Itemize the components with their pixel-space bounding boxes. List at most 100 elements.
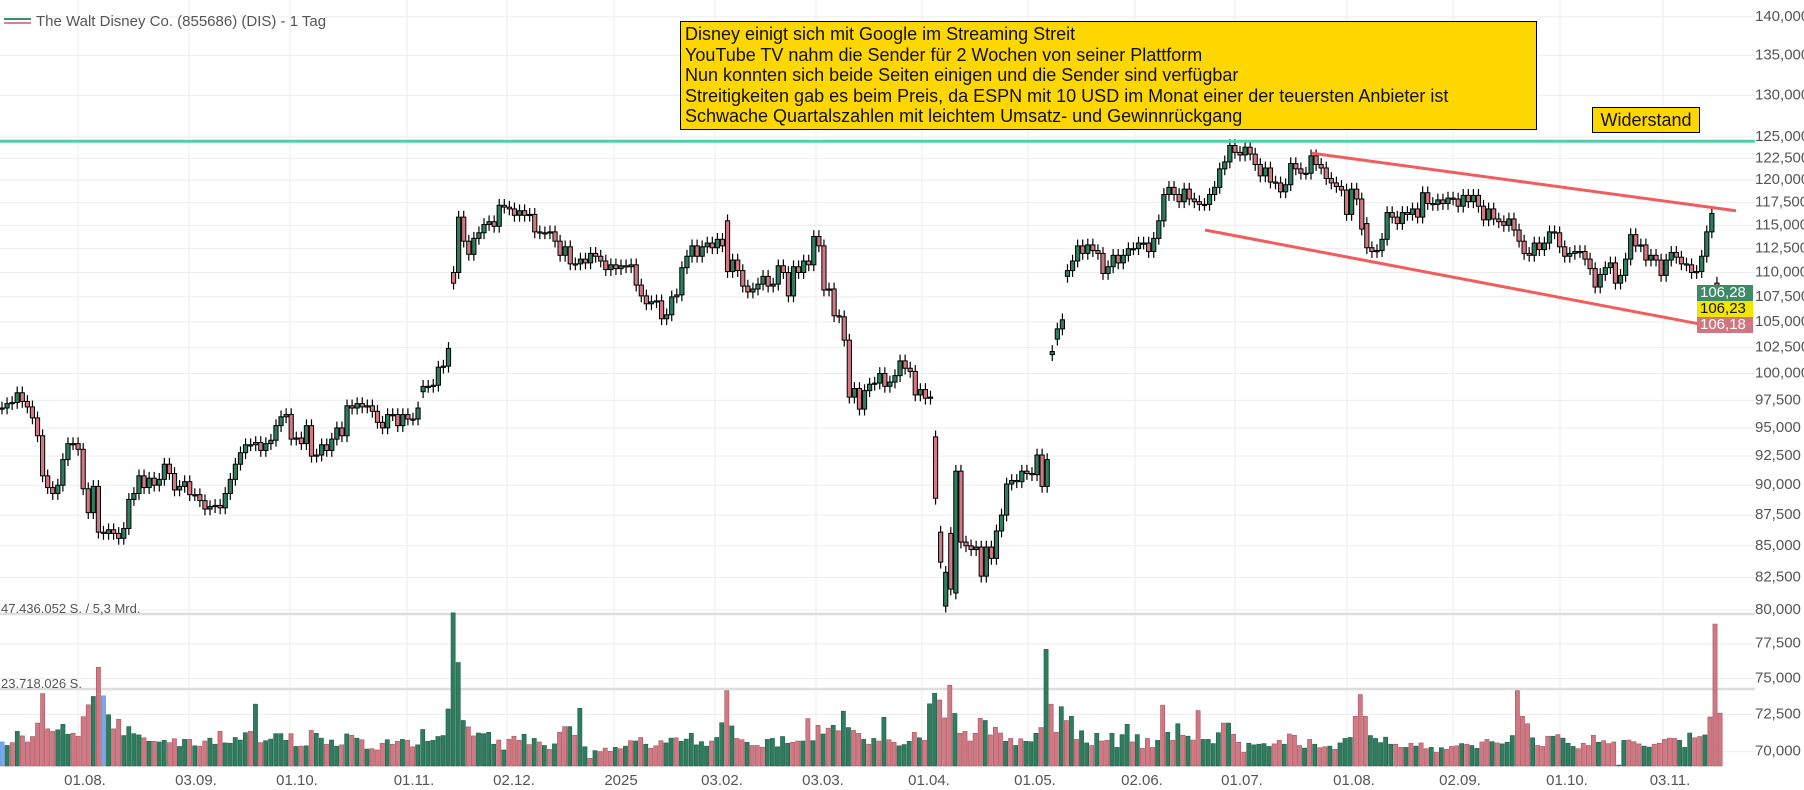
candle-body [65,443,71,461]
candle [1288,157,1294,192]
candle-body [719,238,726,247]
candle [486,215,492,231]
candle-body [268,439,274,445]
candle-body [1130,248,1137,251]
volume-bar [1297,745,1302,767]
candle [141,469,147,494]
volume-bar [324,743,329,767]
volume-bar [1119,734,1125,767]
candle-body [1480,205,1487,221]
candle-body [1212,186,1218,195]
volume-bar [1205,739,1211,767]
candle [785,266,792,303]
candle-body [1064,270,1071,277]
candle-body [100,531,107,534]
volume-bar [217,731,223,767]
volume-bar [901,744,907,767]
candle-body [1328,178,1334,184]
candle-body [968,545,974,551]
volume-bar [906,741,912,767]
candle [1135,236,1142,256]
resistance-annotation[interactable]: Widerstand [1592,107,1700,133]
price-label-last: 106,23 [1697,301,1753,317]
upper-trend-line[interactable] [1311,151,1737,213]
candle-body [1653,254,1659,261]
candle [943,565,949,613]
date-axis[interactable]: 01.08. 03.09. 01.10. 01.11. 02.12. 2025 03.02.… [64,772,1690,789]
candle-body [953,470,959,594]
candle-body [811,236,817,266]
candle-body [932,436,939,499]
volume-bar [30,736,35,767]
price-tick-label: 77,500 [1755,635,1801,652]
candle [598,249,604,268]
candle [161,457,167,486]
candle [1212,181,1218,201]
candle [425,379,431,393]
candle [319,438,325,462]
drawn-lines[interactable] [0,139,1755,333]
candle [349,399,355,415]
price-tick-label: 105,000 [1755,313,1804,330]
volume-bar [1682,747,1688,767]
candle [1293,157,1299,176]
volume-bars [0,612,1723,767]
volume-bar [1398,747,1404,767]
candle [410,412,416,426]
volume-bar [349,734,355,767]
candle [1622,252,1629,282]
volume-bar [344,733,350,767]
price-axis[interactable]: 140,000 135,000 130,000 125,000 122,500 120,0… [1755,8,1804,760]
candle [1546,225,1553,250]
news-line: Nun konnten sich beide Seiten einigen un… [685,65,1239,86]
news-annotation[interactable]: Disney einigt sich mit Google im Streami… [680,21,1537,130]
candle-body [313,454,320,457]
volume-bar [1226,722,1231,767]
volume-bar [972,733,978,767]
candle [1151,232,1157,258]
candle [24,395,30,414]
candle-body [1024,470,1030,475]
candle-body [745,285,751,293]
volume-bar [1707,716,1713,767]
volume-bar [111,728,116,767]
candle-body [1100,252,1106,274]
candle [1420,186,1426,224]
date-tick-label: 03.11. [1650,772,1691,789]
candle [34,411,41,443]
volume-bar [835,730,841,767]
volume-bar [1555,734,1561,767]
candle-body [227,478,233,494]
candle-body [1146,242,1152,253]
volume-bar [612,747,618,767]
price-tick-label: 82,500 [1755,568,1801,585]
lower-trend-line[interactable] [1204,228,1737,333]
candle [126,493,132,535]
candle-body [1592,268,1598,288]
candle [1379,232,1385,257]
candle [613,258,619,276]
volume-bar [947,684,953,767]
candle-body [435,366,441,386]
candle [1303,166,1309,180]
candle-body [1455,198,1461,207]
volume-bar [202,740,208,767]
candle [684,249,690,275]
candle-body [1105,266,1111,274]
candle [775,259,781,291]
candle [567,240,573,271]
candle [45,469,51,494]
candle [1039,448,1045,493]
volume-bar [653,745,659,767]
date-tick-label: 01.08. [64,772,106,789]
volume-bar [937,699,943,767]
volume-bar [1611,741,1617,767]
candle-body [55,484,61,494]
candle [121,522,127,545]
candle-body [709,242,715,249]
candle [1085,238,1091,260]
candle [9,396,15,411]
volume-bar [617,748,623,767]
chart-legend[interactable]: The Walt Disney Co. (855686) (DIS) - 1 T… [4,10,326,32]
